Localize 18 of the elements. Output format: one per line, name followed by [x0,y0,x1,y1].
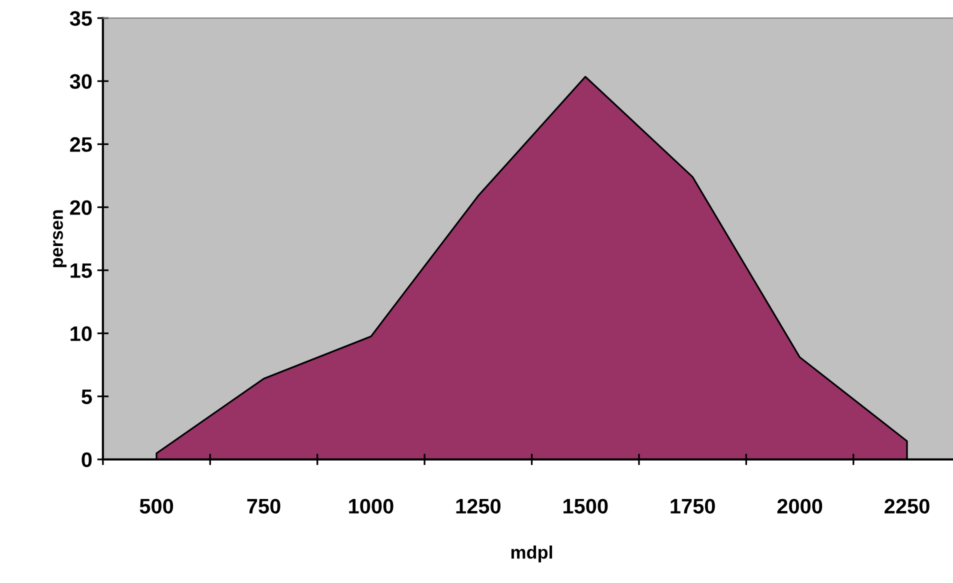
y-axis-title: persen [53,210,67,268]
x-axis-title: mdpl [511,545,552,562]
x-tick-label: 1250 [456,498,500,514]
y-tick-label: 10 [70,326,92,342]
x-tick-label: 1500 [564,498,608,514]
x-tick-label: 2250 [884,498,930,514]
y-tick-label: 0 [82,452,92,468]
y-tick-label: 5 [82,390,92,404]
y-tick-label: 35 [70,11,92,26]
x-tick-label: 750 [247,498,280,514]
x-tick-label: 1750 [670,498,715,514]
y-tick-label: 20 [70,200,92,215]
y-tick-label: 25 [70,137,92,152]
y-tick-label: 30 [70,74,92,89]
x-tick-label: 500 [140,498,174,514]
y-tick-label: 15 [70,263,92,278]
x-tick-label: 1000 [349,498,394,514]
x-tick-label: 2000 [777,498,822,514]
